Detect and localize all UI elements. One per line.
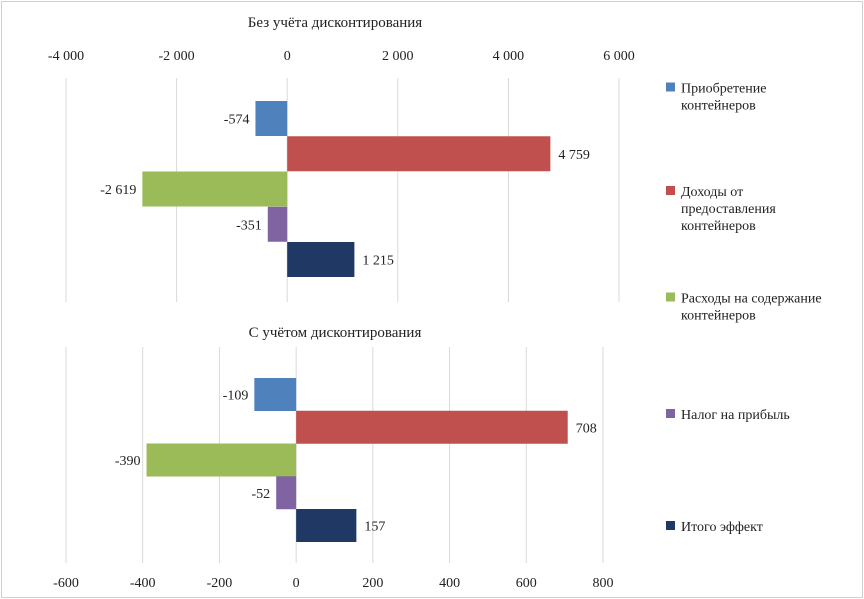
bar-costs	[146, 443, 297, 477]
tick-label: 400	[439, 576, 460, 591]
legend-label-costs: Расходы на содержание	[681, 292, 822, 307]
data-label-revenue: 4 759	[558, 148, 590, 163]
data-label-tax: -52	[252, 487, 271, 502]
tick-label: 4 000	[493, 49, 525, 64]
data-label-revenue: 708	[576, 421, 597, 436]
data-label-total: 157	[364, 520, 385, 535]
tick-label: -4 000	[48, 49, 84, 64]
tick-label: -600	[53, 576, 79, 591]
bar-acquisition	[254, 378, 297, 411]
data-label-tax: -351	[236, 218, 262, 233]
tick-label: 2 000	[382, 49, 414, 64]
legend-label-tax: Налог на прибыль	[681, 408, 790, 423]
legend-label-revenue: Доходы от	[681, 185, 743, 200]
legend-label-total: Итого эффект	[681, 520, 763, 535]
bar-tax	[267, 206, 288, 242]
bar-revenue	[287, 136, 551, 172]
bar-tax	[276, 476, 297, 510]
tick-label: -2 000	[159, 49, 195, 64]
legend-swatch-blue	[666, 82, 675, 92]
bar-revenue	[296, 410, 568, 444]
tick-label: -400	[130, 576, 156, 591]
legend-swatch-green	[666, 292, 675, 302]
legend-label-acquisition: Приобретение	[681, 82, 766, 97]
legend-swatch-navy	[666, 521, 675, 530]
tick-label: 200	[362, 576, 383, 591]
tick-label: 0	[293, 576, 300, 591]
legend-label-revenue: предоставления	[681, 202, 776, 217]
panel-title: С учётом дисконтирования	[249, 325, 422, 341]
tick-label: -200	[207, 576, 233, 591]
data-label-costs: -2 619	[100, 183, 136, 198]
bar-total	[296, 509, 357, 542]
tick-label: 6 000	[603, 49, 635, 64]
bar-acquisition	[255, 101, 288, 136]
data-label-acquisition: -574	[224, 113, 250, 128]
legend-swatch-red	[666, 186, 675, 195]
panel-title: Без учёта дисконтирования	[248, 15, 423, 31]
panel-without-discounting: Без учёта дисконтирования -574 4 759 -2 61…	[48, 15, 635, 302]
legend-label-acquisition: контейнеров	[681, 99, 756, 114]
tick-label: 0	[284, 49, 291, 64]
legend-label-costs: контейнеров	[681, 309, 756, 324]
legend: Приобретение контейнеров Доходы от предоста…	[666, 82, 822, 535]
bar-total	[287, 242, 355, 277]
tick-label: 600	[516, 576, 537, 591]
tick-label: 800	[593, 576, 614, 591]
legend-label-revenue: контейнеров	[681, 219, 756, 234]
bar-costs	[142, 171, 288, 207]
data-label-acquisition: -109	[223, 389, 249, 404]
data-label-costs: -390	[115, 454, 141, 469]
legend-swatch-purple	[666, 409, 675, 418]
data-label-total: 1 215	[362, 254, 394, 269]
panel-with-discounting: С учётом дисконтирования -109 708 -390 -52 1…	[53, 325, 613, 591]
